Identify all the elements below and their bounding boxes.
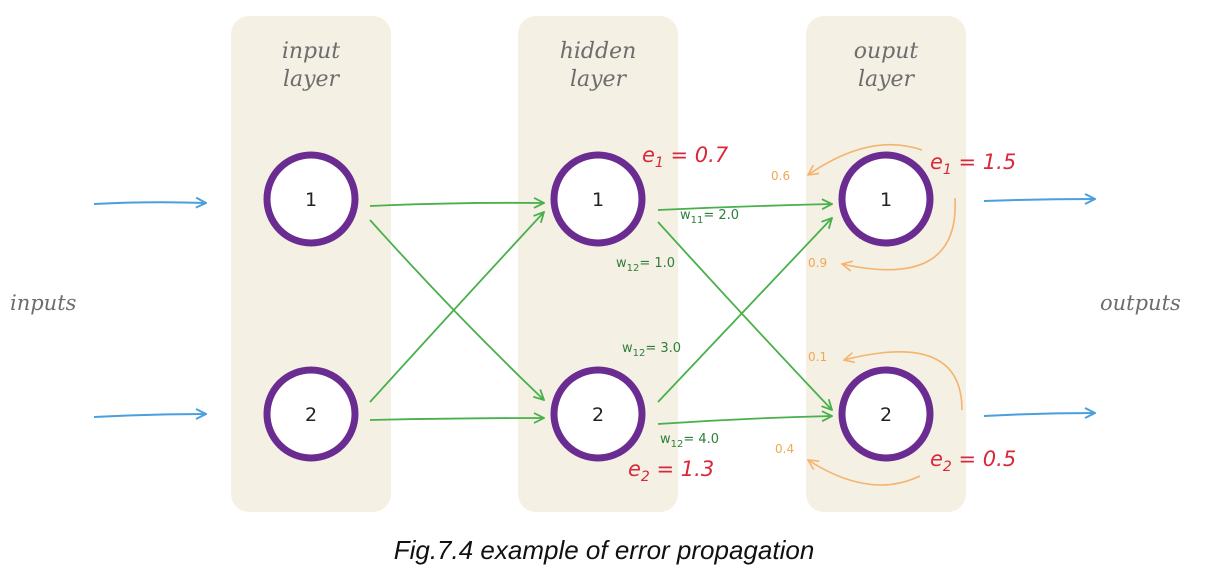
inputs-label: inputs <box>10 291 77 315</box>
weight-label-w11: w11= 2.0 <box>680 208 739 226</box>
weight-label-w12-3: w12= 4.0 <box>660 432 719 450</box>
hidden-node-2-label: 2 <box>592 404 604 426</box>
connection-hid1-out1 <box>657 204 832 211</box>
input-layer-title-line2: layer <box>283 67 341 92</box>
connection-in2-hid1 <box>369 212 544 403</box>
error-split-arc-2b <box>808 460 921 486</box>
input-layer-title-line1: input <box>282 39 340 64</box>
fraction-label-0-9: 0.9 <box>808 256 827 270</box>
connection-hid2-out2 <box>657 416 832 425</box>
connection-hid2-out1 <box>657 218 832 403</box>
hidden-layer-title-line2: layer <box>570 67 628 92</box>
hidden-error-1: e1 = 0.7 <box>642 143 729 171</box>
hidden-node-1: 1 <box>550 151 646 247</box>
input-node-1: 1 <box>263 151 359 247</box>
output-node-1-label: 1 <box>880 189 892 211</box>
output-arrow-2 <box>983 413 1095 416</box>
fraction-label-0-6: 0.6 <box>771 169 790 183</box>
input-arrow-1 <box>93 202 206 204</box>
error-split-arc-1b <box>842 197 956 270</box>
output-error-2: e2 = 0.5 <box>930 447 1016 475</box>
weight-label-w12-2: w12= 3.0 <box>622 341 681 359</box>
fraction-label-0-4: 0.4 <box>775 442 794 456</box>
input-node-1-label: 1 <box>305 189 317 211</box>
figure-caption: Fig.7.4 example of error propagation <box>393 535 815 565</box>
input-node-2-label: 2 <box>305 404 317 426</box>
outputs-label: outputs <box>1100 291 1181 315</box>
output-layer-panel <box>806 16 966 512</box>
hidden-layer-panel <box>518 16 678 512</box>
output-error-1: e1 = 1.5 <box>930 150 1016 178</box>
connection-in2-hid2 <box>369 418 544 420</box>
input-layer-panel <box>231 16 391 512</box>
connection-in1-hid1 <box>369 203 544 206</box>
connection-hid1-out2 <box>657 221 832 410</box>
fraction-label-0-1: 0.1 <box>808 350 827 364</box>
hidden-node-1-label: 1 <box>592 189 604 211</box>
output-layer-title-line2: layer <box>858 67 916 92</box>
error-split-arc-1a <box>808 143 923 175</box>
hidden-node-2: 2 <box>550 366 646 462</box>
input-node-2: 2 <box>263 366 359 462</box>
hidden-layer-title-line1: hidden <box>560 39 637 64</box>
output-node-2-label: 2 <box>880 404 892 426</box>
output-arrow-1 <box>983 199 1095 201</box>
hidden-error-2: e2 = 1.3 <box>628 457 714 485</box>
output-node-2: 2 <box>838 366 934 462</box>
error-split-arc-2a <box>844 351 963 411</box>
output-node-1: 1 <box>838 151 934 247</box>
weight-label-w12-1: w12= 1.0 <box>616 256 675 274</box>
connection-in1-hid2 <box>369 219 544 400</box>
input-arrow-2 <box>93 414 206 417</box>
output-layer-title-line1: ouput <box>854 39 919 64</box>
